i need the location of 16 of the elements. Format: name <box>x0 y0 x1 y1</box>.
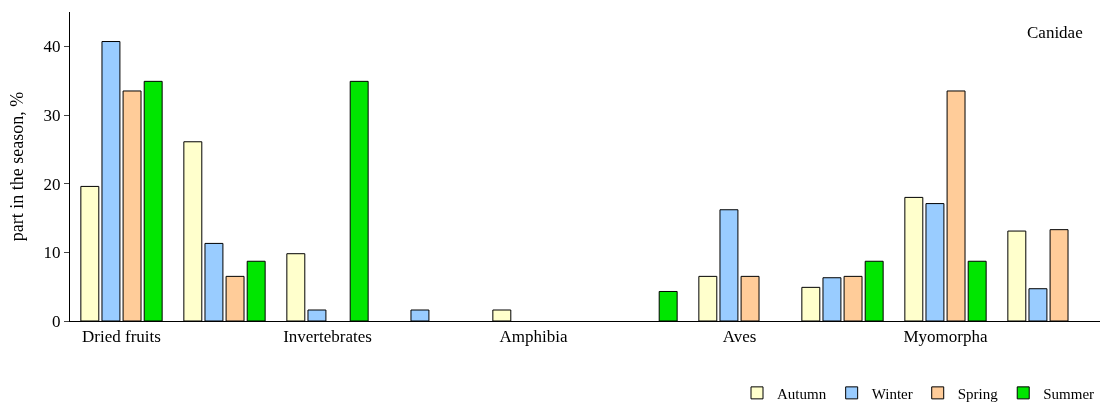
legend-label: Spring <box>957 385 999 402</box>
annotation: Canidae <box>1027 23 1083 42</box>
x-tick-label: Myomorpha <box>903 327 988 347</box>
legend-label: Summer <box>1043 385 1095 402</box>
y-axis-title: part in the season, % <box>6 91 27 242</box>
x-tick-label: Aves <box>722 327 757 347</box>
y-tick-label: 30 <box>43 105 61 125</box>
y-tick-label: 10 <box>43 243 61 263</box>
y-tick-label: 40 <box>43 37 61 57</box>
y-tick-label: 0 <box>52 311 61 331</box>
legend-label: Autumn <box>777 385 827 402</box>
y-tick-label: 20 <box>43 174 61 194</box>
x-tick-label: Amphibia <box>499 327 568 347</box>
x-tick-label: Invertebrates <box>283 327 372 347</box>
legend-label: Winter <box>871 385 913 402</box>
x-tick-label: Dried fruits <box>82 327 161 347</box>
